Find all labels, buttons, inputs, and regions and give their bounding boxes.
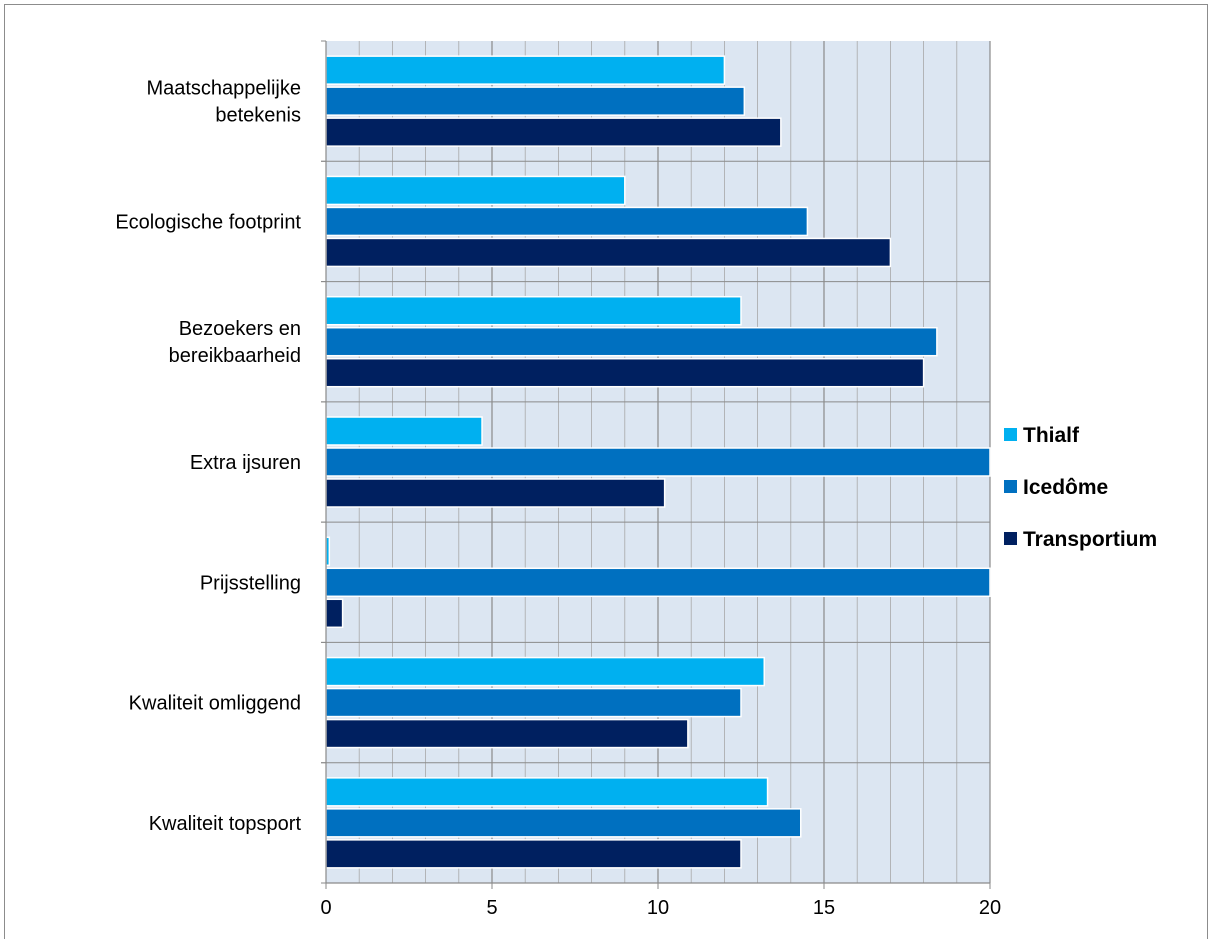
category-label-line: Prijsstelling: [200, 572, 301, 594]
category-label-line: Kwaliteit topsport: [149, 813, 302, 835]
category-label: Bezoekers en bereikbaarheid: [169, 318, 301, 367]
bar-chart: Maatschappelijke betekenis Ecologische foo…: [115, 40, 1157, 919]
category-label: Prijsstelling: [200, 572, 301, 594]
bar-iced-me: [325, 326, 938, 357]
legend-swatch: [1004, 480, 1017, 493]
bar-transportium: [325, 718, 689, 749]
category-label-line: Ecologische footprint: [115, 211, 301, 233]
category-label: Kwaliteit topsport: [149, 813, 302, 835]
bar-thialf: [325, 175, 626, 206]
bar-transportium: [325, 839, 742, 869]
x-tick-label: 15: [813, 897, 835, 919]
bar-thialf: [325, 416, 483, 446]
category-label-line: Bezoekers en: [179, 318, 301, 340]
category-label: Maatschappelijke betekenis: [146, 78, 301, 127]
bar-transportium: [325, 357, 925, 388]
bar-iced-me: [325, 86, 746, 116]
category-label-line: bereikbaarheid: [169, 345, 301, 367]
category-label: Kwaliteit omliggend: [129, 693, 301, 715]
bar-iced-me: [325, 808, 802, 838]
legend-label: Transportium: [1023, 528, 1157, 551]
bar-iced-me: [325, 687, 742, 718]
bar-thialf: [325, 777, 769, 807]
bars: [325, 55, 991, 869]
bar-iced-me: [325, 567, 991, 598]
axes: Maatschappelijke betekenis Ecologische foo…: [115, 40, 1001, 919]
legend: Thialf Icedôme Transportium: [1004, 424, 1157, 551]
category-label: Ecologische footprint: [115, 211, 301, 233]
bar-transportium: [325, 598, 344, 629]
bar-thialf: [325, 55, 726, 85]
bar-iced-me: [325, 447, 991, 477]
category-label-line: Kwaliteit omliggend: [129, 693, 301, 715]
bar-transportium: [325, 117, 782, 147]
bar-transportium: [325, 237, 892, 268]
x-tick-label: 0: [320, 897, 331, 919]
category-label-line: Maatschappelijke: [146, 78, 301, 100]
legend-swatch: [1004, 532, 1017, 545]
chart-frame: Maatschappelijke betekenis Ecologische foo…: [4, 4, 1208, 939]
bar-thialf: [325, 656, 765, 687]
category-label-line: Extra ijsuren: [190, 452, 301, 474]
x-tick-label: 10: [647, 897, 669, 919]
bar-iced-me: [325, 206, 809, 237]
legend-swatch: [1004, 428, 1017, 441]
category-label-line: betekenis: [215, 105, 301, 127]
category-label: Extra ijsuren: [190, 452, 301, 474]
bar-transportium: [325, 478, 666, 508]
x-tick-label: 5: [486, 897, 497, 919]
bar-thialf: [325, 295, 742, 326]
x-tick-label: 20: [979, 897, 1001, 919]
legend-label: Icedôme: [1023, 476, 1108, 499]
legend-label: Thialf: [1023, 424, 1080, 447]
